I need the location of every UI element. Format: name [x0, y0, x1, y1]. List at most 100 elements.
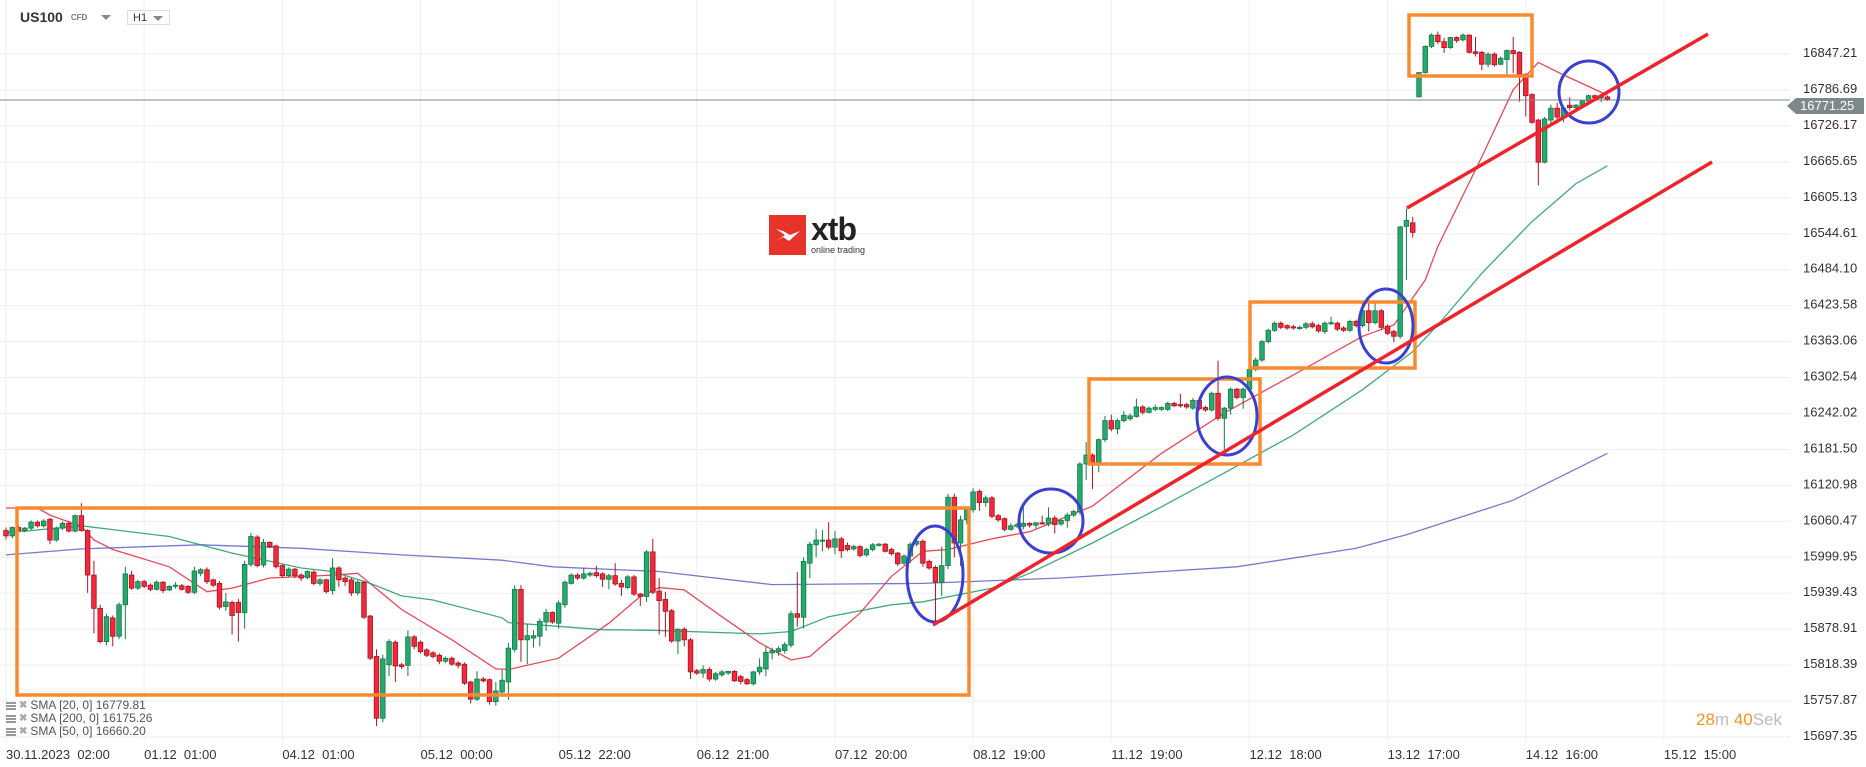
candle	[869, 543, 876, 552]
candle-body	[1008, 525, 1014, 530]
candle-body	[405, 636, 411, 666]
price-tick-label: 16605.13	[1803, 189, 1857, 204]
candle-body	[731, 670, 738, 682]
candle	[568, 573, 574, 585]
candle	[606, 573, 612, 590]
candle	[1366, 303, 1372, 332]
candle-body	[248, 536, 254, 565]
candle-body	[1397, 226, 1403, 337]
candle-body	[1510, 50, 1516, 54]
candle-body	[317, 579, 323, 584]
candle	[549, 611, 556, 624]
candle-body	[719, 671, 725, 676]
candle-body	[417, 641, 424, 653]
candle	[650, 538, 656, 595]
candle-body	[1422, 46, 1428, 73]
candle-body	[1033, 522, 1039, 526]
timeframe-select[interactable]: H1	[127, 10, 170, 25]
candle	[1567, 97, 1573, 111]
candle-body	[22, 527, 28, 531]
candle-body	[957, 519, 964, 544]
candle	[1303, 322, 1309, 330]
time-tick-label: 04.12 01:00	[282, 747, 354, 762]
trendline-lower[interactable]	[932, 160, 1713, 627]
candle-body	[574, 574, 581, 579]
candle	[254, 535, 260, 568]
candle	[260, 538, 267, 568]
candle	[1510, 36, 1516, 74]
candle	[1485, 52, 1491, 68]
candle	[141, 579, 147, 589]
indicator-sma200[interactable]: ✖ SMA [200, 0] 16175.26	[6, 712, 152, 725]
candle-body	[606, 575, 612, 580]
candle	[417, 640, 424, 654]
close-icon[interactable]: ✖	[19, 713, 28, 724]
candle	[1422, 45, 1428, 74]
candle-body	[1240, 388, 1246, 398]
candle-body	[794, 613, 800, 618]
candles	[3, 31, 1611, 726]
indicator-sma20[interactable]: ✖ SMA [20, 0] 16779.81	[6, 699, 152, 712]
candle-body	[970, 491, 976, 511]
candle-body	[147, 584, 154, 590]
candle-body	[939, 565, 945, 583]
candle-body	[47, 518, 53, 541]
candle	[989, 496, 995, 519]
candle	[405, 630, 411, 677]
settings-icon[interactable]	[6, 714, 16, 723]
time-tick-label: 01.12 01:00	[144, 747, 216, 762]
indicator-sma50[interactable]: ✖ SMA [50, 0] 16660.20	[6, 725, 152, 738]
candle-body	[1315, 325, 1322, 332]
candle	[694, 668, 700, 675]
candle-body	[1460, 34, 1466, 41]
candle-body	[687, 639, 694, 673]
candle	[191, 566, 198, 595]
candle	[1020, 507, 1027, 530]
candle	[128, 570, 135, 590]
annotation-ellipse	[1357, 287, 1415, 365]
candle	[486, 678, 493, 705]
candle-body	[1070, 511, 1077, 516]
candle	[1384, 324, 1391, 336]
candle-body	[581, 573, 587, 579]
candle	[1001, 517, 1008, 532]
candle-body	[122, 573, 129, 606]
trendline-upper[interactable]	[1406, 32, 1709, 210]
symbol-selector[interactable]: US100 CFD	[20, 9, 112, 25]
time-tick-label: 07.12 20:00	[835, 747, 907, 762]
close-icon[interactable]: ✖	[19, 726, 28, 737]
settings-icon[interactable]	[6, 727, 16, 736]
candle	[53, 526, 59, 542]
annotation-ellipse	[1557, 59, 1621, 125]
candle-body	[424, 649, 430, 656]
candle-body	[769, 650, 775, 654]
candle	[738, 674, 744, 685]
candle-body	[367, 615, 373, 659]
candle	[1139, 405, 1146, 415]
candle	[750, 670, 757, 686]
candle-body	[9, 527, 15, 537]
candle-body	[989, 497, 995, 517]
close-icon[interactable]: ✖	[19, 700, 28, 711]
candle	[700, 665, 706, 678]
candle	[135, 579, 141, 590]
candle	[22, 526, 28, 533]
candle-body	[1121, 414, 1127, 422]
chevron-down-icon[interactable]	[101, 14, 112, 20]
candle-body	[1347, 321, 1353, 331]
candle-body	[392, 641, 399, 667]
countdown-minutes: 28	[1696, 710, 1715, 729]
candle	[1146, 406, 1152, 414]
candle	[97, 604, 103, 644]
candle	[103, 613, 110, 646]
annotation-box	[1407, 13, 1534, 78]
countdown-seconds-unit: Sek	[1752, 710, 1783, 729]
candle-body	[637, 593, 643, 597]
candle-body	[436, 654, 443, 662]
candle-body	[807, 543, 813, 564]
candle	[197, 567, 204, 577]
settings-icon[interactable]	[6, 701, 16, 710]
candle	[480, 677, 486, 683]
candle-body	[1202, 407, 1209, 411]
